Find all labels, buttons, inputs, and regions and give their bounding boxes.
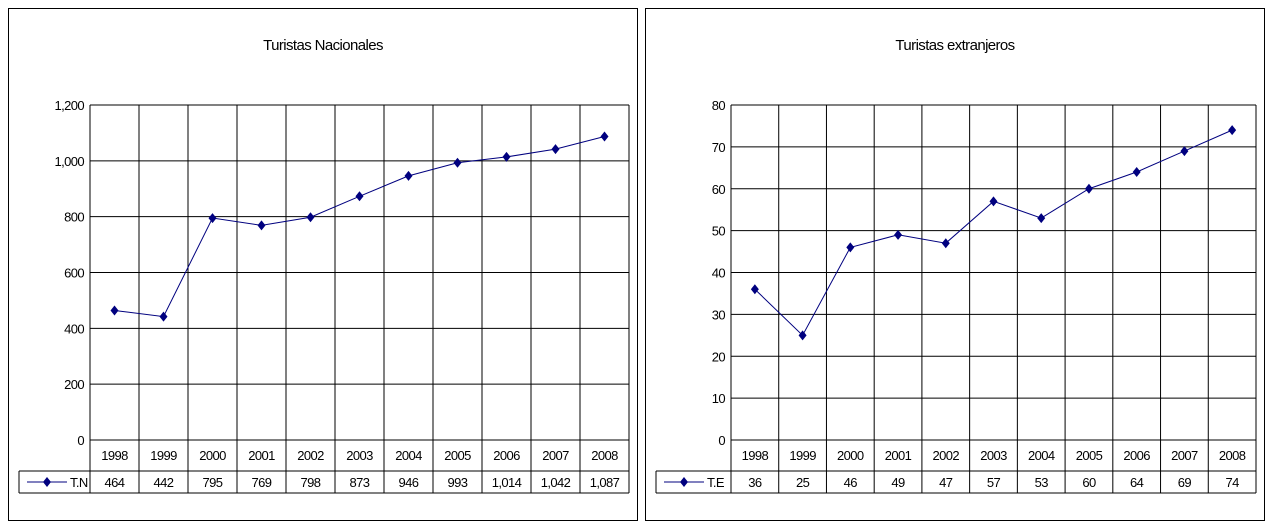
x-tick-label: 2000 bbox=[199, 448, 226, 463]
data-point-marker bbox=[941, 238, 950, 249]
data-table-value: 946 bbox=[399, 475, 419, 490]
data-point-marker bbox=[306, 212, 315, 223]
data-point-marker bbox=[894, 229, 903, 240]
data-table-value: 795 bbox=[203, 475, 223, 490]
x-tick-label: 2001 bbox=[885, 448, 912, 463]
y-tick-label: 40 bbox=[712, 266, 726, 281]
data-point-marker bbox=[1180, 146, 1189, 157]
data-table-value: 69 bbox=[1178, 475, 1192, 490]
y-tick-label: 70 bbox=[712, 140, 726, 155]
data-point-marker bbox=[208, 213, 217, 224]
x-tick-label: 2005 bbox=[444, 448, 471, 463]
data-point-marker bbox=[600, 131, 609, 142]
data-table-value: 64 bbox=[1130, 475, 1144, 490]
data-table-value: 60 bbox=[1082, 475, 1096, 490]
y-tick-label: 0 bbox=[77, 433, 84, 448]
y-tick-label: 20 bbox=[712, 349, 726, 364]
x-tick-label: 2001 bbox=[248, 448, 275, 463]
data-point-marker bbox=[551, 144, 560, 155]
y-tick-label: 30 bbox=[712, 307, 726, 322]
x-tick-label: 2004 bbox=[395, 448, 422, 463]
line-chart-nacionales: 0 200 400 600 800 1,000 1,200 1998 1999 2000 2001 2… bbox=[18, 98, 630, 494]
x-tick-label: 1999 bbox=[150, 448, 177, 463]
data-point-marker bbox=[798, 330, 807, 341]
data-table-value: 57 bbox=[987, 475, 1001, 490]
data-table-value: 1,087 bbox=[590, 475, 620, 490]
y-tick-label: 80 bbox=[712, 98, 726, 113]
chart-title: Turistas extranjeros bbox=[895, 37, 1015, 54]
x-tick-label: 2008 bbox=[591, 448, 618, 463]
data-table-value: 1,014 bbox=[492, 475, 522, 490]
data-table-value: 464 bbox=[105, 475, 125, 490]
data-table-value: 442 bbox=[154, 475, 174, 490]
data-table-value: 769 bbox=[252, 475, 272, 490]
data-point-marker bbox=[453, 157, 462, 168]
x-tick-label: 2007 bbox=[542, 448, 569, 463]
x-tick-label: 2002 bbox=[933, 448, 960, 463]
data-table-value: 36 bbox=[748, 475, 762, 490]
legend-label: T.N bbox=[70, 475, 88, 490]
legend-label: T.E bbox=[707, 475, 725, 490]
y-tick-label: 400 bbox=[64, 321, 84, 336]
data-point-marker bbox=[257, 220, 266, 231]
data-point-marker bbox=[1037, 213, 1046, 224]
data-point-marker bbox=[846, 242, 855, 253]
data-point-marker bbox=[750, 284, 759, 295]
data-point-marker bbox=[404, 170, 413, 181]
data-table-value: 25 bbox=[796, 475, 810, 490]
x-tick-label: 2002 bbox=[297, 448, 324, 463]
data-point-marker bbox=[159, 311, 168, 322]
data-point-marker bbox=[1132, 167, 1141, 177]
x-tick-label: 2004 bbox=[1028, 448, 1055, 463]
legend-marker bbox=[43, 477, 51, 487]
y-tick-label: 800 bbox=[64, 210, 84, 225]
data-table-value: 47 bbox=[939, 475, 953, 490]
data-table-value: 798 bbox=[301, 475, 321, 490]
data-point-marker bbox=[502, 151, 511, 162]
x-tick-label: 2003 bbox=[346, 448, 373, 463]
data-table-value: 49 bbox=[891, 475, 905, 490]
x-tick-label: 2008 bbox=[1219, 448, 1246, 463]
data-table-value: 873 bbox=[350, 475, 370, 490]
x-tick-label: 2003 bbox=[980, 448, 1007, 463]
x-tick-label: 2005 bbox=[1076, 448, 1103, 463]
y-tick-label: 1,200 bbox=[54, 98, 84, 113]
x-tick-label: 2006 bbox=[493, 448, 520, 463]
data-point-marker bbox=[989, 196, 998, 207]
y-tick-label: 60 bbox=[712, 182, 726, 197]
data-point-marker bbox=[355, 191, 364, 202]
x-tick-label: 1999 bbox=[789, 448, 816, 463]
chart-panel-extranjeros: Turistas extranjeros 0 10 20 30 40 50 60 70 80 19… bbox=[645, 8, 1265, 521]
y-tick-label: 600 bbox=[64, 266, 84, 281]
data-point-marker bbox=[1228, 125, 1237, 136]
data-point-marker bbox=[1084, 183, 1093, 194]
legend-marker bbox=[680, 477, 688, 487]
data-table-value: 74 bbox=[1226, 475, 1240, 490]
y-tick-label: 50 bbox=[712, 224, 726, 239]
chart-panel-nacionales: Turistas Nacionales 0 200 400 600 800 1,000 1,… bbox=[8, 8, 638, 521]
data-point-marker bbox=[110, 305, 119, 316]
x-tick-label: 2006 bbox=[1123, 448, 1150, 463]
chart-title: Turistas Nacionales bbox=[263, 37, 383, 54]
y-tick-label: 200 bbox=[64, 377, 84, 392]
data-table-value: 993 bbox=[448, 475, 468, 490]
x-tick-label: 2000 bbox=[837, 448, 864, 463]
y-tick-label: 1,000 bbox=[54, 154, 84, 169]
x-tick-label: 1998 bbox=[742, 448, 769, 463]
y-tick-label: 0 bbox=[718, 433, 725, 448]
data-table-value: 53 bbox=[1035, 475, 1049, 490]
x-tick-label: 2007 bbox=[1171, 448, 1198, 463]
data-table-value: 46 bbox=[844, 475, 858, 490]
data-table-value: 1,042 bbox=[541, 475, 571, 490]
line-chart-extranjeros: 0 10 20 30 40 50 60 70 80 1998 1999 2000 2001 2002 200… bbox=[655, 98, 1257, 494]
x-tick-label: 1998 bbox=[101, 448, 128, 463]
y-tick-label: 10 bbox=[712, 391, 726, 406]
